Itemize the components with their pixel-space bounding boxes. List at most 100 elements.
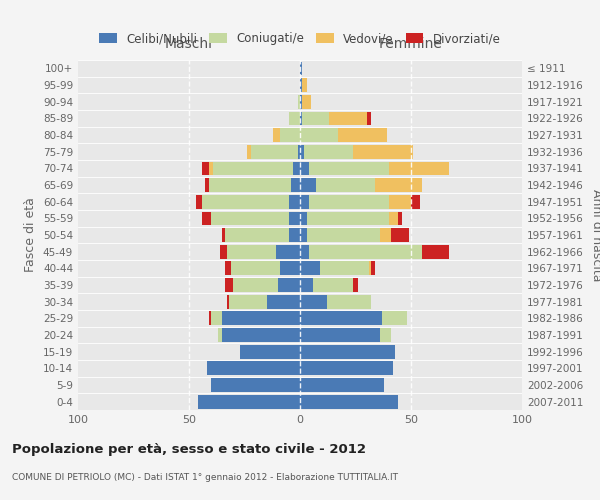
Bar	[223, 312, 300, 325]
Bar	[266, 295, 300, 308]
Bar	[302, 78, 307, 92]
Bar	[302, 112, 329, 125]
Bar	[231, 262, 280, 275]
Bar	[422, 245, 449, 258]
Bar	[224, 262, 231, 275]
Bar	[275, 245, 300, 258]
Bar	[391, 228, 409, 242]
Bar	[300, 112, 302, 125]
Bar	[382, 312, 407, 325]
Bar	[240, 345, 300, 358]
Bar	[367, 112, 371, 125]
Bar	[300, 178, 316, 192]
Bar	[300, 362, 393, 375]
Bar	[300, 262, 320, 275]
Bar	[205, 178, 209, 192]
Bar	[223, 328, 300, 342]
Bar	[289, 228, 300, 242]
Bar	[326, 295, 371, 308]
Bar	[289, 112, 300, 125]
Bar	[389, 195, 411, 208]
Bar	[300, 245, 309, 258]
Bar	[302, 95, 311, 108]
Bar	[300, 162, 309, 175]
Bar	[300, 195, 309, 208]
Text: Femmine: Femmine	[379, 38, 443, 52]
Bar	[307, 212, 389, 225]
Bar	[274, 128, 280, 142]
Bar	[229, 295, 266, 308]
Bar	[227, 295, 229, 308]
Bar	[353, 145, 413, 158]
Bar	[300, 95, 302, 108]
Bar	[247, 145, 251, 158]
Bar	[298, 95, 300, 108]
Bar	[298, 145, 300, 158]
Text: Popolazione per età, sesso e stato civile - 2012: Popolazione per età, sesso e stato civil…	[12, 442, 366, 456]
Bar	[209, 162, 214, 175]
Y-axis label: Anni di nascita: Anni di nascita	[590, 188, 600, 281]
Bar	[280, 262, 300, 275]
Bar	[224, 228, 289, 242]
Bar	[313, 278, 353, 292]
Bar	[389, 212, 398, 225]
Bar	[309, 195, 389, 208]
Bar	[209, 312, 211, 325]
Text: Maschi: Maschi	[165, 38, 213, 52]
Bar	[220, 245, 227, 258]
Bar	[380, 328, 391, 342]
Bar	[300, 278, 313, 292]
Bar	[233, 278, 278, 292]
Bar	[300, 228, 307, 242]
Bar	[309, 162, 389, 175]
Bar	[289, 195, 300, 208]
Bar	[218, 328, 223, 342]
Bar	[300, 145, 304, 158]
Bar	[300, 378, 385, 392]
Bar	[211, 212, 289, 225]
Bar	[293, 162, 300, 175]
Bar	[300, 395, 398, 408]
Bar	[369, 262, 371, 275]
Bar	[291, 178, 300, 192]
Bar	[353, 278, 358, 292]
Bar	[300, 128, 338, 142]
Bar	[280, 128, 300, 142]
Bar	[309, 245, 422, 258]
Bar	[398, 212, 402, 225]
Bar	[300, 345, 395, 358]
Bar	[202, 195, 289, 208]
Bar	[300, 312, 382, 325]
Bar	[300, 62, 302, 75]
Bar	[411, 195, 420, 208]
Bar	[198, 395, 300, 408]
Bar	[202, 162, 209, 175]
Bar	[196, 195, 202, 208]
Bar	[207, 362, 300, 375]
Bar	[316, 178, 376, 192]
Bar	[300, 328, 380, 342]
Bar	[380, 228, 391, 242]
Bar	[214, 162, 293, 175]
Bar	[209, 178, 291, 192]
Bar	[251, 145, 298, 158]
Bar	[376, 178, 422, 192]
Bar	[300, 295, 326, 308]
Bar	[329, 112, 367, 125]
Y-axis label: Fasce di età: Fasce di età	[25, 198, 37, 272]
Text: COMUNE DI PETRIOLO (MC) - Dati ISTAT 1° gennaio 2012 - Elaborazione TUTTITALIA.I: COMUNE DI PETRIOLO (MC) - Dati ISTAT 1° …	[12, 472, 398, 482]
Bar	[300, 212, 307, 225]
Bar	[304, 145, 353, 158]
Bar	[389, 162, 449, 175]
Bar	[211, 312, 223, 325]
Bar	[224, 278, 233, 292]
Bar	[289, 212, 300, 225]
Bar	[320, 262, 369, 275]
Bar	[338, 128, 386, 142]
Bar	[300, 78, 302, 92]
Bar	[202, 212, 211, 225]
Bar	[227, 245, 275, 258]
Bar	[278, 278, 300, 292]
Bar	[307, 228, 380, 242]
Bar	[371, 262, 376, 275]
